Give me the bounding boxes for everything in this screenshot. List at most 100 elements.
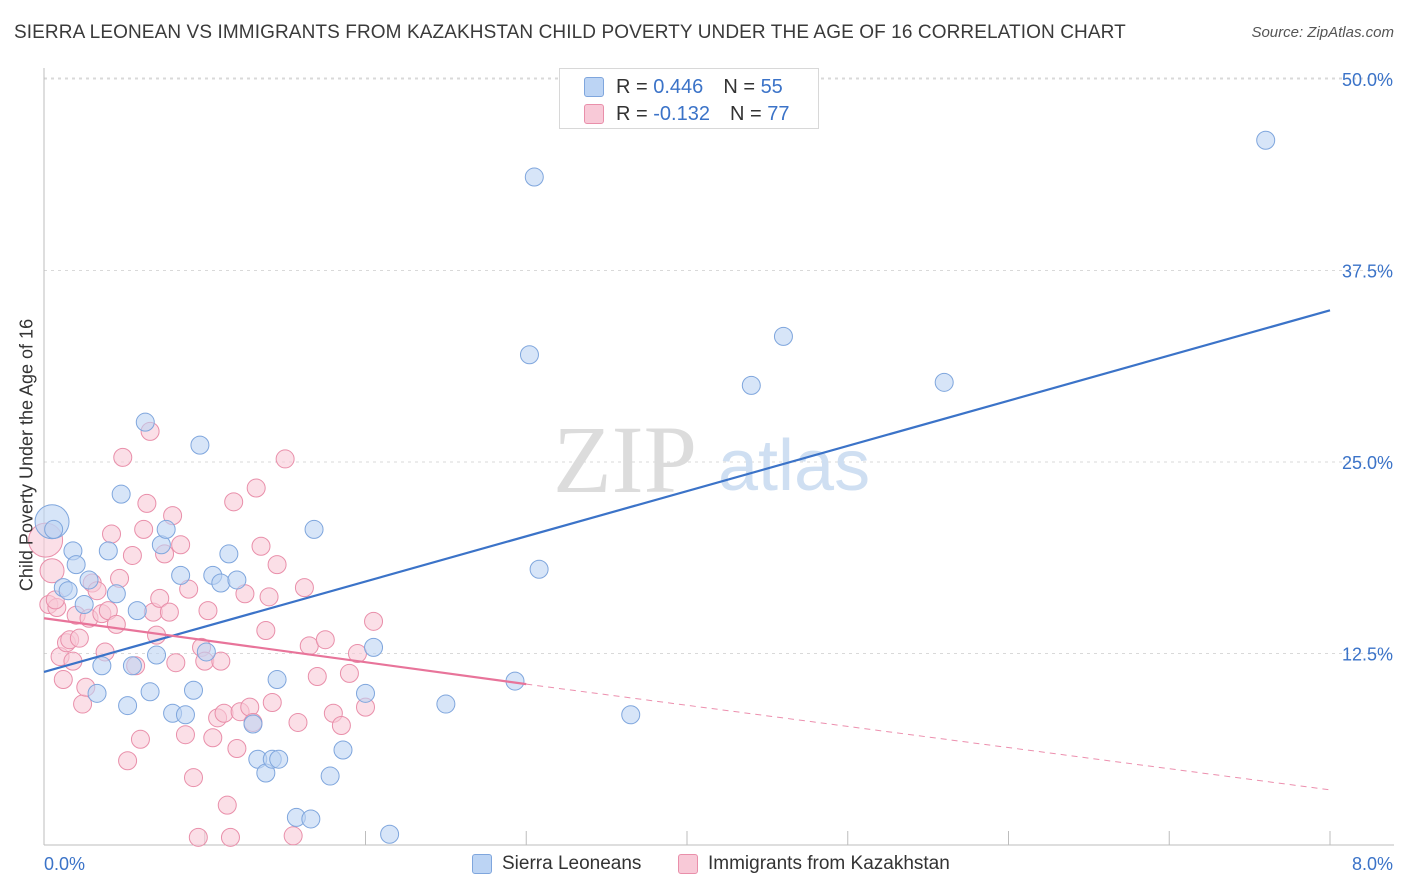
r-label: R = bbox=[616, 75, 648, 98]
point-kazakhstan bbox=[224, 492, 244, 512]
point-sierra-leonean bbox=[111, 484, 131, 504]
point-kazakhstan bbox=[171, 535, 191, 555]
point-sierra-leonean bbox=[304, 519, 324, 539]
point-sierra-leonean bbox=[127, 601, 147, 621]
legend-item-kazakhstan: Immigrants from Kazakhstan bbox=[678, 853, 950, 875]
point-sierra-leonean bbox=[183, 680, 203, 700]
point-kazakhstan bbox=[259, 587, 279, 607]
point-kazakhstan bbox=[339, 663, 359, 683]
point-kazakhstan bbox=[275, 449, 295, 469]
x-tick-label-max: 8.0% bbox=[1352, 854, 1393, 874]
point-sierra-leonean bbox=[79, 570, 99, 590]
source-credit: Source: ZipAtlas.com bbox=[1251, 24, 1394, 41]
point-sierra-leonean bbox=[524, 167, 544, 187]
point-kazakhstan bbox=[294, 578, 314, 598]
point-kazakhstan bbox=[315, 630, 335, 650]
point-sierra-leonean bbox=[243, 714, 263, 734]
point-kazakhstan bbox=[246, 478, 266, 498]
point-sierra-leonean bbox=[1256, 130, 1276, 150]
point-sierra-leonean bbox=[333, 740, 353, 760]
watermark-zip: ZIP bbox=[553, 406, 697, 513]
y-tick-label: 50.0% bbox=[1342, 70, 1393, 90]
point-sierra-leonean bbox=[211, 573, 231, 593]
legend-row-kazakhstan: R = -0.132 N = 77 bbox=[584, 102, 789, 126]
point-sierra-leonean bbox=[171, 565, 191, 585]
point-sierra-leonean bbox=[267, 670, 287, 690]
point-sierra-leonean bbox=[44, 519, 64, 539]
watermark: ZIP atlas bbox=[553, 406, 870, 513]
y-tick-label: 12.5% bbox=[1342, 645, 1393, 665]
x-tick-label-min: 0.0% bbox=[44, 854, 85, 874]
correlation-legend: R = 0.446 N = 55 R = -0.132 N = 77 bbox=[559, 68, 819, 129]
legend-label-sierra-leoneans: Sierra Leoneans bbox=[502, 853, 642, 874]
point-kazakhstan bbox=[183, 768, 203, 788]
gridlines bbox=[44, 77, 1394, 654]
point-kazakhstan bbox=[331, 716, 351, 736]
point-kazakhstan bbox=[364, 611, 384, 631]
point-sierra-leonean bbox=[106, 584, 126, 604]
point-kazakhstan bbox=[288, 712, 308, 732]
point-kazakhstan bbox=[267, 555, 287, 575]
point-kazakhstan bbox=[307, 666, 327, 686]
y-tick-label: 37.5% bbox=[1342, 262, 1393, 282]
legend-swatch-blue bbox=[472, 854, 492, 874]
point-sierra-leonean bbox=[519, 345, 539, 365]
axes bbox=[43, 68, 1394, 846]
legend-swatch-pink bbox=[584, 104, 604, 124]
point-kazakhstan bbox=[299, 636, 319, 656]
point-kazakhstan bbox=[217, 795, 237, 815]
legend-swatch-blue bbox=[584, 77, 604, 97]
tick-labels: 12.5% 25.0% 37.5% 50.0% 0.0% 8.0% bbox=[44, 70, 1393, 874]
point-kazakhstan bbox=[251, 536, 271, 556]
point-kazakhstan bbox=[166, 653, 186, 673]
point-kazakhstan bbox=[159, 602, 179, 622]
point-kazakhstan bbox=[113, 447, 133, 467]
n-value-sierra-leoneans: 55 bbox=[760, 75, 783, 98]
point-sierra-leonean bbox=[135, 412, 155, 432]
r-value-kazakhstan: -0.132 bbox=[653, 102, 710, 125]
point-sierra-leonean bbox=[74, 594, 94, 614]
point-kazakhstan bbox=[227, 738, 247, 758]
chart-title: SIERRA LEONEAN VS IMMIGRANTS FROM KAZAKH… bbox=[14, 22, 1126, 43]
legend-item-sierra-leoneans: Sierra Leoneans bbox=[472, 853, 641, 875]
legend-row-sierra-leoneans: R = 0.446 N = 55 bbox=[584, 75, 783, 99]
point-kazakhstan bbox=[106, 614, 126, 634]
point-kazakhstan bbox=[130, 729, 150, 749]
point-sierra-leonean bbox=[140, 682, 160, 702]
point-kazakhstan bbox=[53, 670, 73, 690]
trend-line-kazakhstan-extrapolated bbox=[526, 683, 1331, 791]
series-sierra-leonean-points bbox=[34, 130, 1276, 844]
n-label: N = bbox=[723, 75, 755, 98]
point-kazakhstan bbox=[262, 693, 282, 713]
point-sierra-leonean bbox=[58, 581, 78, 601]
point-sierra-leonean bbox=[320, 766, 340, 786]
trend-line-sierra-leoneans bbox=[43, 309, 1331, 673]
point-sierra-leonean bbox=[190, 435, 210, 455]
y-axis-label: Child Poverty Under the Age of 16 bbox=[16, 318, 37, 592]
trend-lines bbox=[43, 309, 1331, 791]
n-label: N = bbox=[729, 102, 762, 125]
point-sierra-leonean bbox=[92, 656, 112, 676]
point-kazakhstan bbox=[39, 558, 65, 584]
point-kazakhstan bbox=[175, 725, 195, 745]
n-value-kazakhstan: 77 bbox=[767, 102, 790, 125]
r-label: R = bbox=[616, 102, 648, 125]
point-kazakhstan bbox=[137, 493, 157, 513]
legend-label-kazakhstan: Immigrants from Kazakhstan bbox=[708, 853, 950, 874]
point-sierra-leonean bbox=[147, 645, 167, 665]
point-sierra-leonean bbox=[175, 705, 195, 725]
point-kazakhstan bbox=[69, 628, 89, 648]
point-sierra-leonean bbox=[356, 683, 375, 703]
point-sierra-leonean bbox=[436, 694, 456, 714]
point-kazakhstan bbox=[211, 651, 231, 671]
point-sierra-leonean bbox=[269, 749, 289, 769]
point-kazakhstan bbox=[256, 621, 276, 641]
point-sierra-leonean bbox=[66, 555, 86, 575]
point-sierra-leonean bbox=[364, 637, 384, 657]
series-legend: Sierra Leoneans Immigrants from Kazakhst… bbox=[0, 851, 1406, 879]
trend-line-kazakhstan bbox=[43, 617, 527, 686]
point-sierra-leonean bbox=[87, 683, 107, 703]
point-kazakhstan bbox=[110, 568, 130, 588]
point-kazakhstan bbox=[240, 697, 260, 717]
